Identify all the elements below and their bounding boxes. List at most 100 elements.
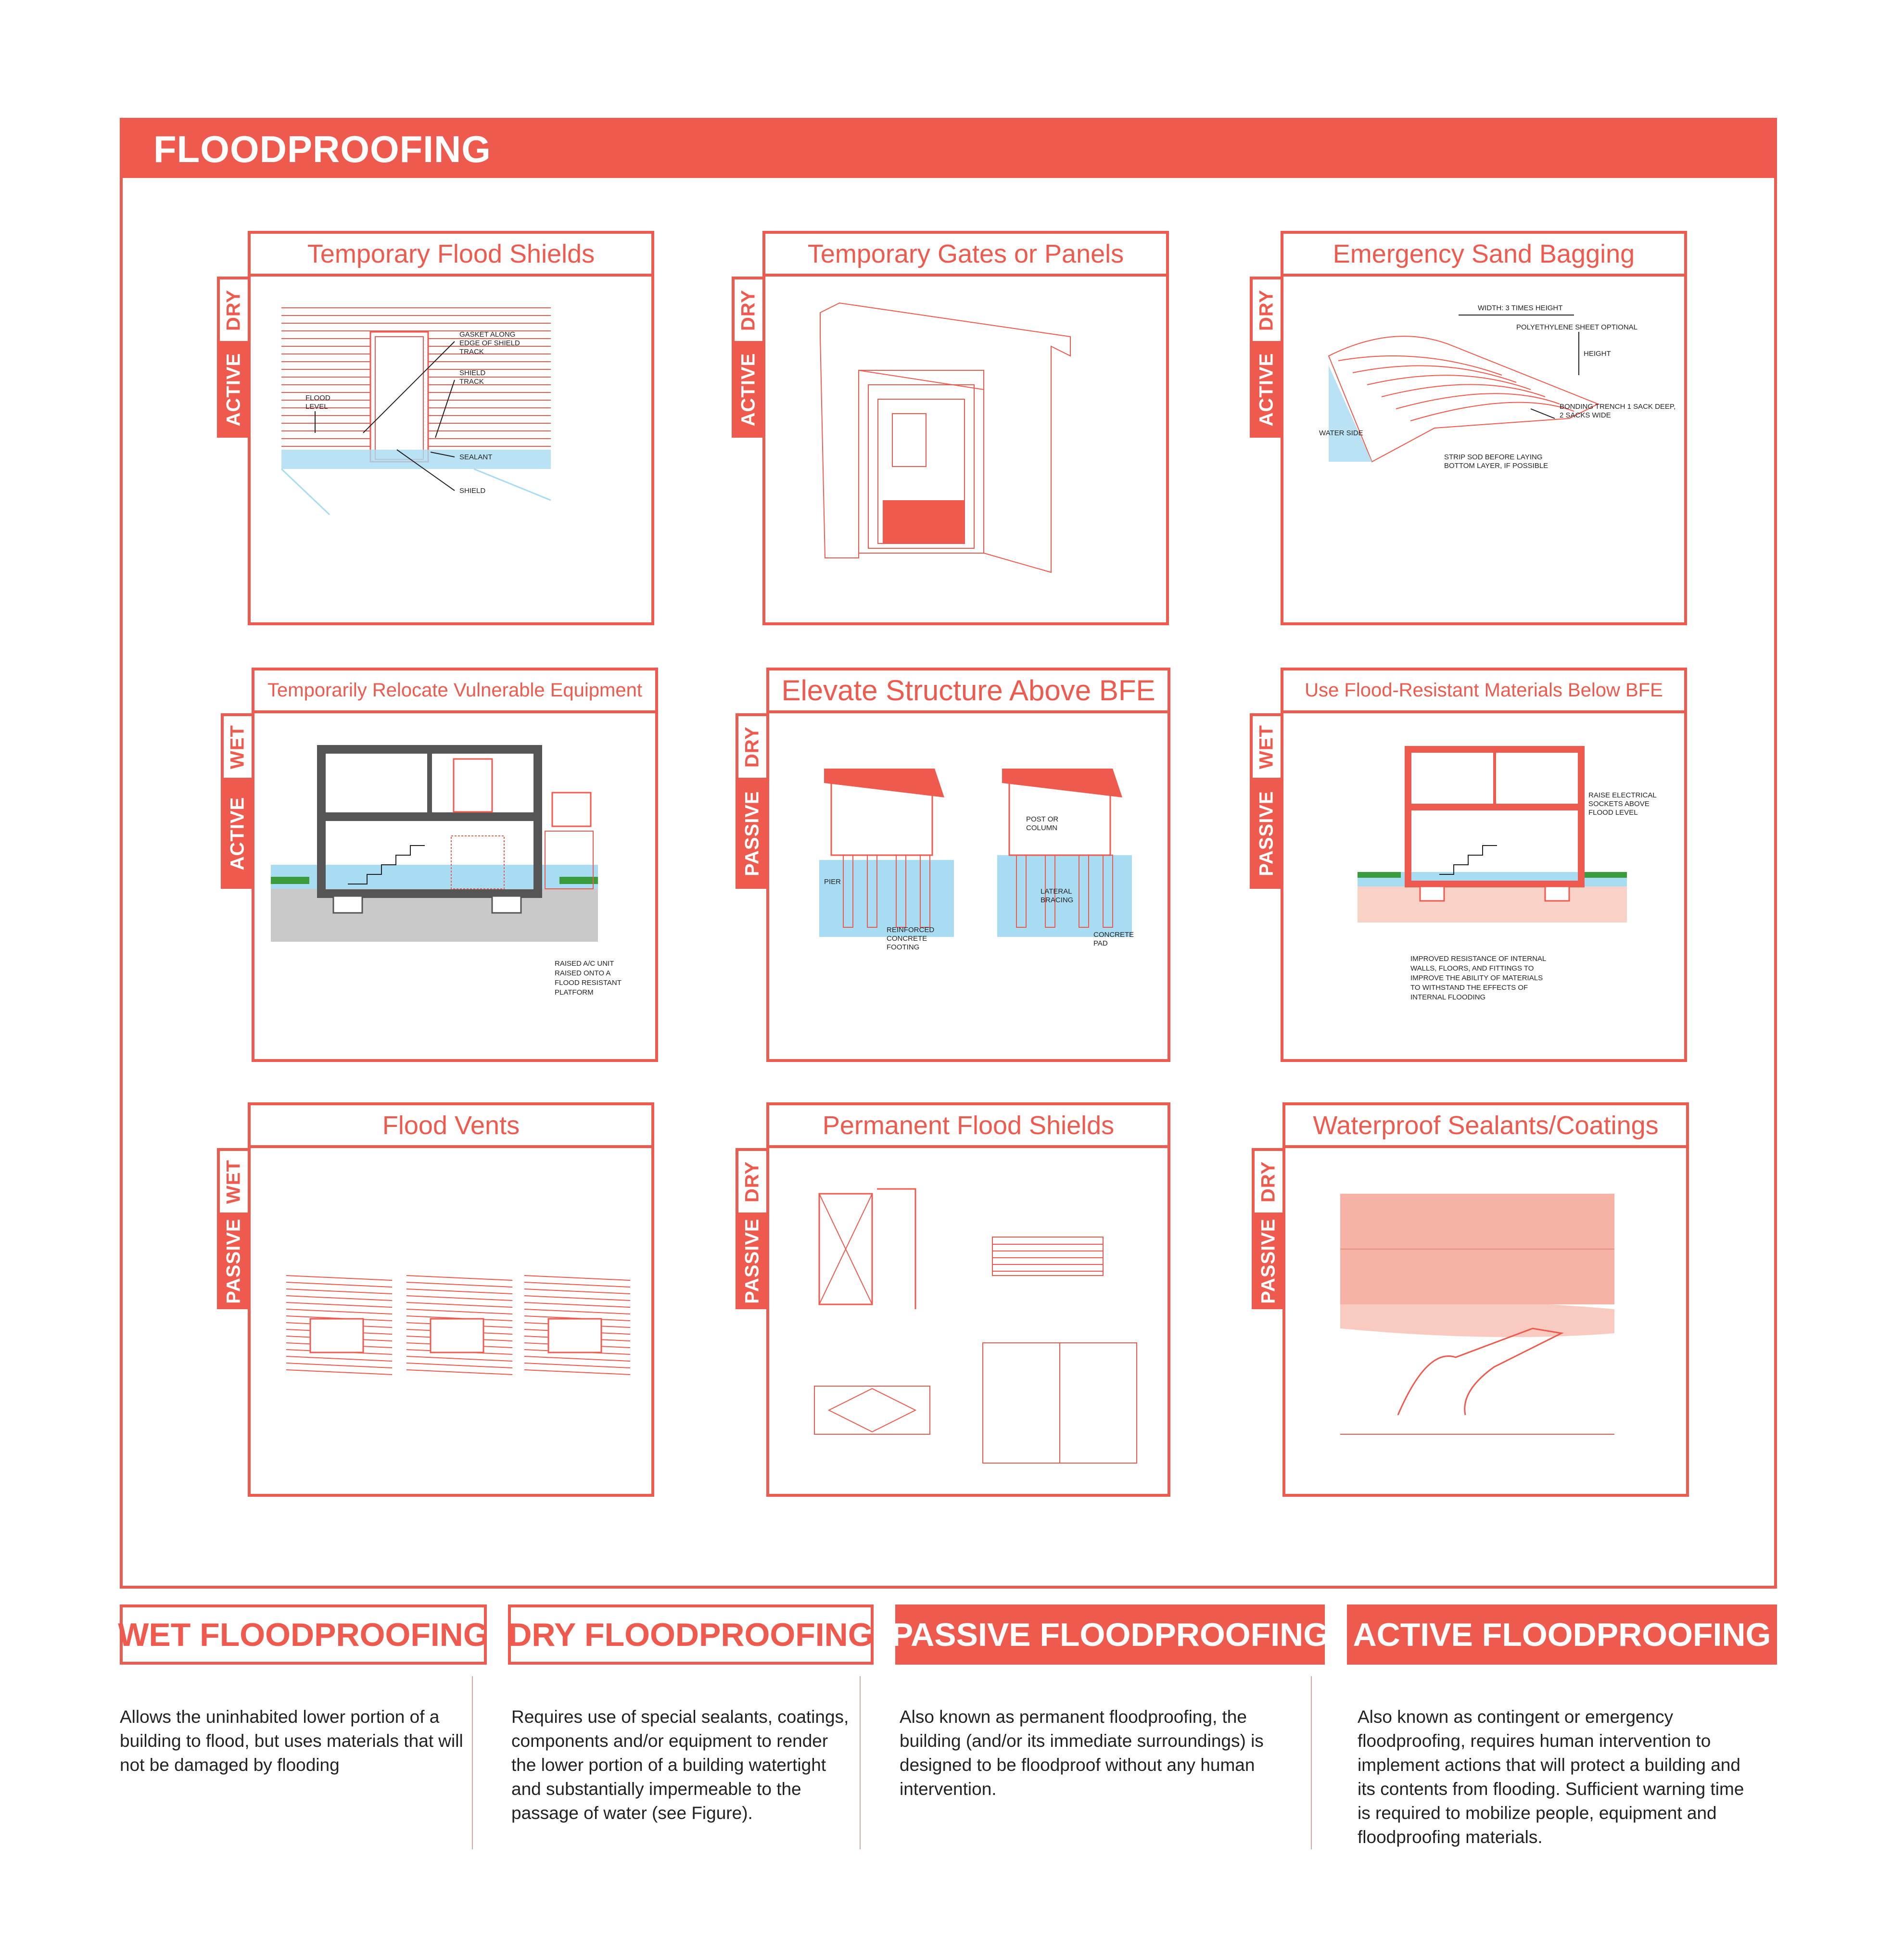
divider (860, 1676, 861, 1849)
diagram-label: BOTTOM LAYER, IF POSSIBLE (1444, 462, 1548, 470)
tag-top: DRY (732, 277, 765, 344)
diagram-label: BONDING TRENCH 1 SACK DEEP, (1560, 403, 1676, 411)
diagram-label: SHIELD (459, 487, 485, 495)
panel-elevate-structure: Elevate Structure Above BFE DRY PASSIVE … (733, 668, 1170, 1062)
tag-top: DRY (736, 713, 769, 781)
panel-emergency-sand-bagging: Emergency Sand Bagging DRY ACTIVE WIDTH:… (1247, 231, 1687, 625)
panel-flood-resistant-materials: Use Flood-Resistant Materials Below BFE … (1247, 668, 1687, 1062)
illustration-flood-vents (286, 1275, 631, 1375)
diagram-label: COLUMN (1026, 824, 1057, 832)
diagram-label: RAISED ONTO A (555, 969, 610, 977)
wet-floodproofing-heading: WET FLOODPROOFING (118, 1605, 489, 1665)
diagram-label: INTERNAL FLOODING (1410, 993, 1485, 1001)
tag-bottom: ACTIVE (732, 341, 765, 438)
dry-floodproofing-heading: DRY FLOODPROOFING (508, 1605, 874, 1665)
tag-top: DRY (1252, 1148, 1285, 1215)
panel-title-box: Temporary Gates or Panels (762, 231, 1169, 277)
diagram-label: WIDTH: 3 TIMES HEIGHT (1478, 304, 1562, 312)
panel-title: Permanent Flood Shields (822, 1111, 1115, 1140)
diagram-label: CONCRETE (1093, 931, 1134, 939)
diagram-label: FLOOD RESISTANT (555, 979, 622, 987)
diagram-label: PAD (1093, 939, 1108, 948)
diagram-label: RAISE ELECTRICAL (1588, 791, 1657, 799)
panel-flood-vents: Flood Vents WET PASSIVE (214, 1102, 654, 1497)
diagram-label: SOCKETS ABOVE (1588, 800, 1650, 808)
diagram-label: 2 SACKS WIDE (1560, 411, 1611, 419)
diagram-label: REINFORCED (887, 926, 934, 934)
diagram-label: WALLS, FLOORS, AND FITTINGS TO (1410, 964, 1534, 973)
tag-bottom: PASSIVE (1250, 778, 1283, 889)
diagram-label: SEALANT (459, 453, 492, 461)
tag-bottom: PASSIVE (736, 1213, 769, 1309)
title-banner: FLOODPROOFING (120, 118, 1777, 178)
tag-bottom: PASSIVE (217, 1213, 251, 1309)
diagram-label: IMPROVED RESISTANCE OF INTERNAL (1410, 955, 1546, 963)
passive-floodproofing-text: Also known as permanent floodproofing, t… (900, 1707, 1264, 1799)
diagram-label: STRIP SOD BEFORE LAYING (1444, 453, 1543, 461)
diagram-label: RAISED A/C UNIT (555, 960, 614, 968)
tag-top: DRY (217, 277, 251, 344)
active-floodproofing-heading: ACTIVE FLOODPROOFING (1347, 1605, 1777, 1665)
illustration-permanent-flood-shields (814, 1188, 1137, 1464)
diagram-label: GASKET ALONG (459, 330, 515, 339)
diagram-label: POLYETHYLENE SHEET OPTIONAL (1516, 323, 1637, 331)
diagram-label: SHIELD (459, 369, 485, 377)
diagram-label: IMPROVE THE ABILITY OF MATERIALS (1410, 974, 1543, 982)
diagram-label: HEIGHT (1584, 350, 1611, 358)
tag-bottom: ACTIVE (217, 341, 251, 438)
panel-body (248, 274, 654, 625)
panel-title-box: Flood Vents (248, 1102, 654, 1148)
panel-title-box: Temporarily Relocate Vulnerable Equipmen… (252, 668, 658, 713)
panel-title: Waterproof Sealants/Coatings (1313, 1111, 1659, 1140)
diagram-label: FLOOD LEVEL (1588, 809, 1638, 817)
panel-title-box: Waterproof Sealants/Coatings (1282, 1102, 1689, 1148)
active-floodproofing-text: Also known as contingent or emergency flo… (1358, 1707, 1744, 1847)
panel-title: Temporarily Relocate Vulnerable Equipmen… (267, 680, 642, 701)
illustration-waterproof-sealants (1340, 1194, 1614, 1435)
panel-title-box: Temporary Flood Shields (248, 231, 654, 277)
illustration-emergency-sand-bagging: WIDTH: 3 TIMES HEIGHT POLYETHYLENE SHEET … (1319, 304, 1676, 470)
tag-top: WET (217, 1148, 251, 1215)
diagram-label: FOOTING (887, 943, 919, 951)
panel-temporary-gates-panels: Temporary Gates or Panels DRY ACTIVE (729, 231, 1169, 625)
diagram-label: TRACK (459, 348, 484, 356)
panel-body (766, 1145, 1170, 1497)
diagram-label: FLOOD (305, 394, 330, 402)
tag-bottom: ACTIVE (1250, 341, 1283, 438)
diagram-label: LEVEL (305, 403, 328, 411)
panel-title-box: Use Flood-Resistant Materials Below BFE (1281, 668, 1687, 713)
divider (472, 1676, 473, 1849)
tag-top: WET (1250, 713, 1283, 781)
panel-body (762, 274, 1169, 625)
diagram-label: EDGE OF SHIELD (459, 339, 520, 347)
panel-title: Use Flood-Resistant Materials Below BFE (1305, 680, 1663, 701)
panel-waterproof-sealants: Waterproof Sealants/Coatings DRY PASSIVE (1249, 1102, 1689, 1497)
panel-title: Elevate Structure Above BFE (781, 674, 1155, 707)
panel-title-box: Emergency Sand Bagging (1281, 231, 1687, 277)
panel-title: Temporary Flood Shields (307, 239, 595, 268)
panel-permanent-flood-shields: Permanent Flood Shields DRY PASSIVE (733, 1102, 1170, 1497)
diagram-label: BRACING (1041, 896, 1073, 904)
panel-title: Temporary Gates or Panels (807, 239, 1124, 268)
tag-top: WET (221, 713, 254, 781)
illustration-temporary-gates-panels (820, 302, 1071, 573)
tag-bottom: ACTIVE (221, 778, 254, 889)
wet-floodproofing-text: Allows the uninhabited lower portion of … (120, 1707, 463, 1775)
diagram-label: CONCRETE (887, 935, 927, 943)
panel-temporary-flood-shields: Temporary Flood Shields DRY ACTIVE GASKE… (214, 231, 654, 625)
diagram-label: POST OR (1026, 815, 1058, 823)
tag-top: DRY (736, 1148, 769, 1215)
tag-bottom: PASSIVE (736, 778, 769, 889)
passive-floodproofing-heading: PASSIVE FLOODPROOFING (891, 1605, 1329, 1665)
diagram-label: PIER (824, 878, 841, 886)
tag-bottom: PASSIVE (1252, 1213, 1285, 1309)
tag-top: DRY (1250, 277, 1283, 344)
panel-title: Emergency Sand Bagging (1333, 239, 1635, 268)
panel-relocate-equipment: Temporarily Relocate Vulnerable Equipmen… (218, 668, 658, 1062)
diagram-label: LATERAL (1041, 887, 1072, 896)
divider (1311, 1676, 1312, 1849)
panel-title-box: Elevate Structure Above BFE (766, 668, 1170, 713)
